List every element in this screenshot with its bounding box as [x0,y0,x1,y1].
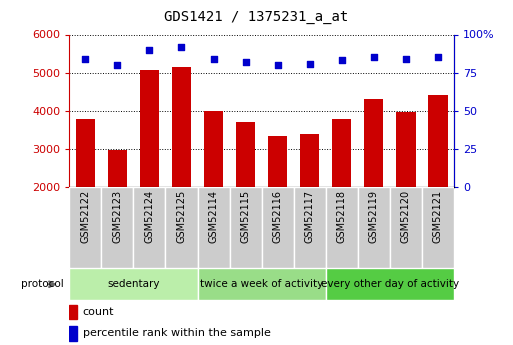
Bar [69,187,102,268]
Text: GSM52114: GSM52114 [209,190,219,243]
Point [338,58,346,63]
Text: GSM52121: GSM52121 [433,190,443,243]
Point [434,55,442,60]
Bar [172,67,191,187]
Bar [76,119,95,187]
Bar [165,187,198,268]
Bar [198,268,326,300]
Point [370,55,378,60]
Text: GDS1421 / 1375231_a_at: GDS1421 / 1375231_a_at [164,10,349,24]
Text: GSM52120: GSM52120 [401,190,411,243]
Bar [69,326,77,341]
Point [306,61,314,66]
Bar [293,187,326,268]
Point [145,47,153,52]
Point [273,62,282,68]
Text: GSM52125: GSM52125 [176,190,186,243]
Bar [69,305,77,319]
Text: GSM52115: GSM52115 [241,190,250,243]
Bar [364,99,383,187]
Text: GSM52119: GSM52119 [369,190,379,243]
Bar [268,136,287,187]
Bar [108,150,127,187]
Text: GSM52118: GSM52118 [337,190,347,243]
Bar [69,268,198,300]
Bar [326,187,358,268]
Point [81,56,89,62]
Bar [140,70,159,187]
Bar [300,134,319,187]
Point [242,59,250,65]
Text: GSM52116: GSM52116 [273,190,283,243]
Bar [204,110,223,187]
Text: GSM52124: GSM52124 [145,190,154,243]
Text: count: count [83,307,114,317]
Bar [358,187,390,268]
Bar [236,122,255,187]
Bar [390,187,422,268]
Text: GSM52122: GSM52122 [81,190,90,243]
Point [209,56,218,62]
Text: every other day of activity: every other day of activity [321,279,459,289]
Text: protocol: protocol [22,279,64,289]
Text: twice a week of activity: twice a week of activity [200,279,323,289]
Text: percentile rank within the sample: percentile rank within the sample [83,328,270,338]
Bar [102,187,133,268]
Text: sedentary: sedentary [107,279,160,289]
Bar [396,112,416,187]
Bar [229,187,262,268]
Text: GSM52117: GSM52117 [305,190,314,243]
Bar [326,268,454,300]
Bar [332,119,351,187]
Bar [133,187,165,268]
Point [177,44,186,49]
Bar [422,187,454,268]
Point [113,62,122,68]
Bar [198,187,229,268]
Bar [428,95,447,187]
Text: GSM52123: GSM52123 [112,190,122,243]
Bar [262,187,293,268]
Point [402,56,410,62]
